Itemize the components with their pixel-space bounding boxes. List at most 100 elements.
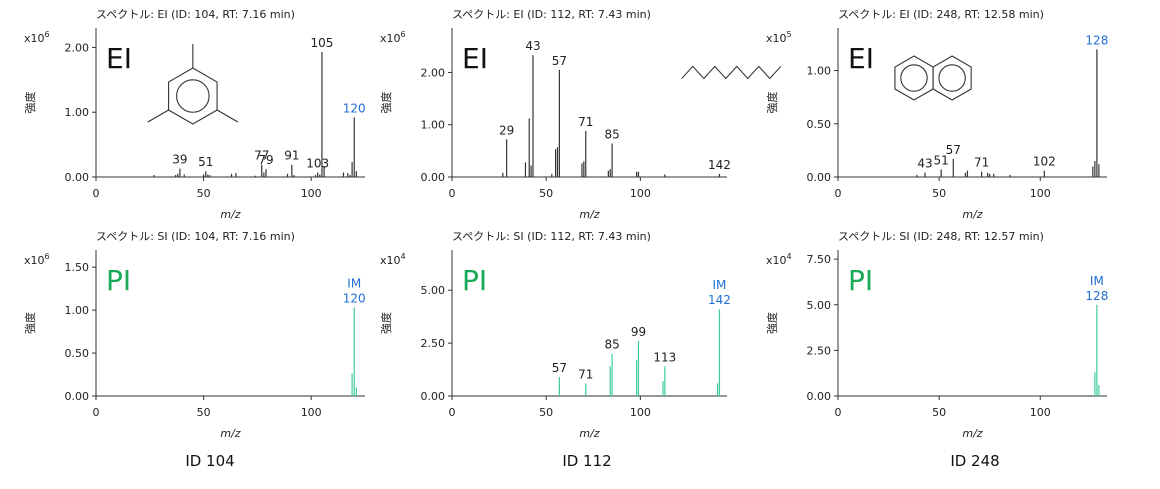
y-tick-label: 2.00 [65, 41, 90, 54]
peak-label: 29 [499, 123, 514, 137]
caption-id-112: ID 112 [562, 452, 612, 470]
x-tick-label: 100 [630, 187, 651, 200]
spectrum-panel-3: スペクトル: EI (ID: 248, RT: 12.58 min) x105 0.… [765, 8, 1108, 221]
x-tick-label: 0 [93, 187, 100, 200]
y-axis-label: 強度 [23, 312, 37, 334]
x-tick-label: 100 [1030, 406, 1051, 419]
molecule-structure [147, 44, 239, 125]
ionization-mode-label: PI [848, 264, 873, 297]
panel-title: スペクトル: EI (ID: 112, RT: 7.43 min) [452, 8, 651, 21]
y-axis-label: 強度 [379, 92, 393, 114]
methyl-bond-icon [147, 109, 169, 123]
molecule-structure [681, 65, 782, 80]
y-tick-label: 1.50 [65, 261, 90, 274]
y-multiplier: x106 [24, 30, 50, 45]
x-tick-label: 0 [449, 406, 456, 419]
y-tick-label: 7.50 [807, 253, 832, 266]
peak-label: 71 [974, 156, 989, 170]
x-tick-label: 50 [932, 187, 946, 200]
methyl-bond-icon [216, 109, 239, 123]
x-axis-label: m/z [220, 427, 240, 440]
x-tick-label: 0 [93, 406, 100, 419]
ionization-mode-label: EI [462, 42, 488, 75]
molecular-ion-tag: IM [347, 277, 361, 291]
x-tick-label: 0 [449, 187, 456, 200]
y-tick-label: 0.00 [65, 171, 90, 184]
aromatic-circle-icon [176, 79, 210, 113]
molecular-ion-tag: IM [1090, 274, 1104, 288]
y-multiplier: x104 [766, 252, 792, 267]
aromatic-circle-icon [900, 64, 928, 92]
peak-label: 142 [708, 293, 731, 307]
y-tick-label: 0.00 [421, 390, 446, 403]
x-tick-label: 50 [197, 406, 211, 419]
alkane-chain-icon [681, 65, 782, 80]
x-tick-label: 100 [301, 406, 322, 419]
peak-label: 102 [1033, 155, 1056, 169]
y-axis-label: 強度 [379, 312, 393, 334]
peak-label: 71 [578, 115, 593, 129]
peak-label: 128 [1085, 33, 1108, 47]
spectrum-panel-4: スペクトル: SI (ID: 104, RT: 7.16 min) x106 0.0… [23, 230, 366, 440]
y-axis-label: 強度 [765, 312, 779, 334]
y-tick-label: 0.00 [421, 171, 446, 184]
y-multiplier: x104 [380, 252, 406, 267]
x-axis-label: m/z [579, 427, 599, 440]
peak-label: 77 [254, 149, 269, 163]
x-tick-label: 100 [630, 406, 651, 419]
y-tick-label: 2.00 [421, 66, 446, 79]
x-axis-label: m/z [962, 427, 982, 440]
x-axis-label: m/z [220, 208, 240, 221]
x-tick-label: 50 [539, 187, 553, 200]
ionization-mode-label: EI [106, 42, 132, 75]
aromatic-circle-icon [938, 64, 966, 92]
x-tick-label: 50 [932, 406, 946, 419]
peak-label: 57 [552, 54, 567, 68]
ionization-mode-label: PI [462, 264, 487, 297]
molecule-structure [894, 55, 972, 101]
x-axis-label: m/z [579, 208, 599, 221]
spectrum-panel-6: スペクトル: SI (ID: 248, RT: 12.57 min) x104 0.… [765, 230, 1108, 440]
molecular-ion-tag: IM [713, 278, 727, 292]
y-tick-label: 1.00 [65, 304, 90, 317]
peak-label: 85 [604, 338, 619, 352]
y-tick-label: 0.50 [807, 118, 832, 131]
ionization-mode-label: PI [106, 264, 131, 297]
y-tick-label: 1.00 [421, 119, 446, 132]
peak-label: 57 [552, 361, 567, 375]
peak-label: 103 [306, 156, 329, 170]
y-tick-label: 0.00 [807, 171, 832, 184]
peak-label: 85 [604, 128, 619, 142]
y-tick-label: 0.00 [807, 390, 832, 403]
panel-title: スペクトル: SI (ID: 112, RT: 7.43 min) [452, 230, 651, 243]
y-tick-label: 0.00 [65, 390, 90, 403]
y-multiplier: x105 [766, 30, 792, 45]
peak-label: 91 [284, 149, 299, 163]
x-tick-label: 50 [539, 406, 553, 419]
ionization-mode-label: EI [848, 42, 874, 75]
panel-title: スペクトル: EI (ID: 248, RT: 12.58 min) [838, 8, 1044, 21]
y-tick-label: 2.50 [421, 337, 446, 350]
caption-id-104: ID 104 [185, 452, 235, 470]
y-tick-label: 1.00 [65, 106, 90, 119]
peak-label: 120 [343, 292, 366, 306]
x-tick-label: 100 [301, 187, 322, 200]
naphthalene-ring-icon [932, 55, 972, 101]
y-axis-label: 強度 [765, 92, 779, 114]
y-tick-label: 5.00 [421, 284, 446, 297]
caption-id-248: ID 248 [950, 452, 1000, 470]
y-tick-label: 5.00 [807, 299, 832, 312]
peak-label: 128 [1085, 289, 1108, 303]
x-tick-label: 100 [1030, 187, 1051, 200]
peak-label: 51 [198, 155, 213, 169]
x-tick-label: 50 [197, 187, 211, 200]
panel-title: スペクトル: SI (ID: 248, RT: 12.57 min) [838, 230, 1044, 243]
y-tick-label: 0.50 [65, 347, 90, 360]
y-tick-label: 2.50 [807, 344, 832, 357]
y-axis-label: 強度 [23, 92, 37, 114]
y-tick-label: 1.00 [807, 65, 832, 78]
y-multiplier: x106 [24, 252, 50, 267]
spectrum-panel-5: スペクトル: SI (ID: 112, RT: 7.43 min) x104 0.0… [379, 230, 731, 440]
